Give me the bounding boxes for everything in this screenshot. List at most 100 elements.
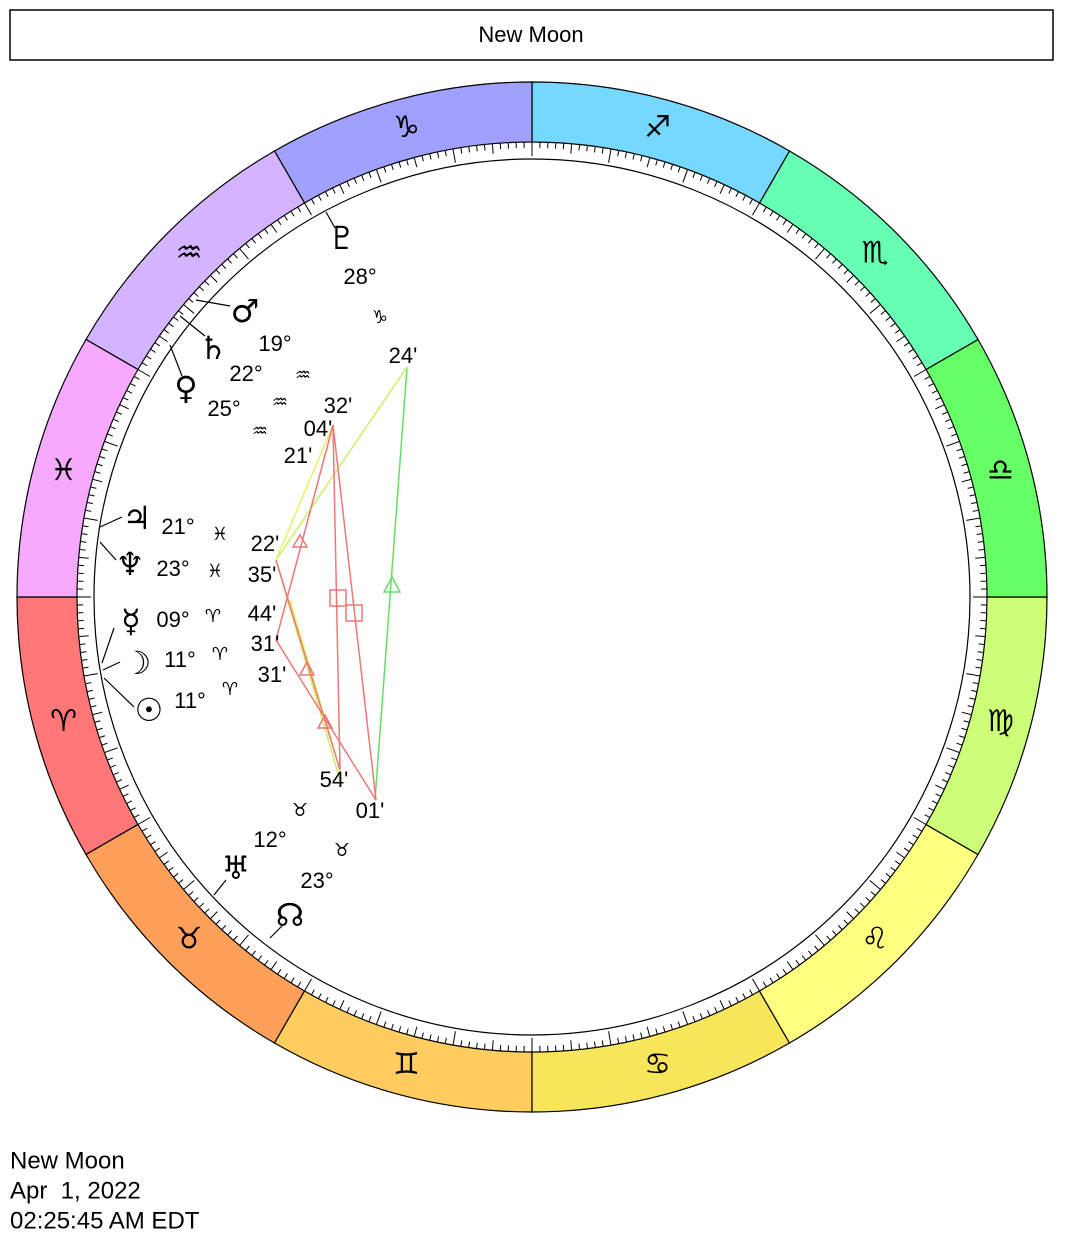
degree-tick: [886, 317, 891, 321]
degree-tick: [609, 1031, 611, 1045]
degree-tick: [860, 287, 864, 291]
degree-tick: [99, 736, 105, 738]
degree-tick: [265, 229, 269, 234]
degree-tick: [142, 828, 147, 831]
degree-tick: [860, 903, 864, 907]
degree-tick: [347, 1007, 349, 1012]
degree-tick: [571, 144, 572, 154]
degree-tick: [123, 794, 128, 797]
degree-tick: [246, 243, 250, 248]
degree-tick: [437, 152, 438, 158]
degree-tick: [430, 154, 431, 160]
degree-tick: [228, 931, 232, 935]
degree-tick: [587, 145, 588, 151]
degree-tick: [79, 644, 85, 645]
degree-tick: [194, 897, 198, 901]
degree-tick: [91, 706, 97, 707]
degree-tick: [120, 785, 129, 789]
degree-tick: [87, 690, 93, 691]
degree-tick: [770, 978, 773, 983]
degree-tick: [969, 698, 975, 699]
degree-tick: [210, 275, 217, 282]
degree-tick: [897, 336, 905, 342]
degree-tick: [291, 978, 294, 983]
degree-tick: [155, 848, 160, 851]
degree-tick: [678, 167, 680, 173]
degree-tick: [333, 188, 336, 193]
degree-tick: [913, 356, 918, 359]
degree-tick: [844, 270, 848, 274]
degree-tick: [291, 211, 294, 216]
degree-tick: [753, 203, 760, 215]
degree-tick: [278, 969, 281, 974]
degree-tick: [641, 156, 642, 162]
degree-tick: [808, 238, 812, 243]
degree-tick: [333, 1001, 336, 1006]
sign-glyph: ♎: [987, 453, 1014, 488]
degree-tick: [783, 969, 786, 974]
degree-tick: [150, 842, 155, 845]
degree-tick: [89, 698, 95, 699]
degree-tick: [376, 1011, 381, 1024]
degree-tick: [966, 674, 980, 676]
degree-tick: [362, 1013, 364, 1019]
degree-tick: [579, 1044, 580, 1050]
degree-tick: [150, 349, 155, 352]
degree-tick: [445, 150, 446, 156]
degree-tick: [83, 667, 89, 668]
degree-tick: [925, 815, 930, 818]
degree-tick: [97, 464, 103, 466]
degree-tick: [113, 772, 119, 774]
title: New Moon: [478, 22, 583, 47]
degree-tick: [430, 1034, 431, 1040]
degree-tick: [84, 674, 98, 676]
degree-tick: [847, 912, 854, 919]
degree-tick: [104, 748, 117, 753]
degree-tick: [971, 690, 977, 691]
degree-tick: [102, 449, 108, 451]
degree-tick: [945, 419, 951, 421]
degree-tick: [183, 305, 194, 314]
degree-tick: [107, 758, 113, 760]
degree-tick: [693, 172, 695, 178]
degree-tick: [946, 441, 959, 446]
degree-tick: [477, 1043, 478, 1049]
degree-tick: [909, 349, 914, 352]
planet-glyph: ☿: [121, 602, 141, 640]
planet-minutes: 04': [304, 416, 333, 441]
sign-glyph: ♊: [393, 1047, 420, 1082]
degree-tick: [164, 330, 169, 334]
degree-tick: [815, 946, 819, 951]
sign-glyph: ♉: [176, 921, 203, 956]
degree-tick: [138, 370, 150, 377]
degree-tick: [391, 164, 393, 170]
degree-tick: [116, 780, 121, 782]
degree-tick: [85, 683, 91, 684]
degree-tick: [311, 990, 314, 995]
degree-tick: [975, 526, 981, 527]
degree-tick: [210, 912, 217, 919]
degree-tick: [369, 1016, 371, 1022]
planet-glyph: ☊: [276, 896, 304, 934]
planet-sign: ♈: [205, 606, 221, 627]
degree-tick: [138, 818, 150, 825]
degree-tick: [194, 293, 198, 297]
degree-tick: [469, 146, 470, 152]
planet-sign: ♓: [212, 524, 228, 545]
degree-tick: [305, 979, 312, 991]
degree-tick: [571, 1040, 572, 1050]
sign-glyph: ♐: [644, 110, 671, 145]
degree-tick: [399, 162, 401, 168]
degree-tick: [189, 892, 194, 896]
degree-tick: [127, 801, 132, 804]
footer-line: 02:25:45 AM EDT: [10, 1207, 200, 1234]
degree-tick: [870, 305, 881, 314]
degree-tick: [130, 383, 135, 386]
degree-tick: [796, 960, 800, 965]
degree-tick: [866, 897, 870, 901]
degree-tick: [928, 383, 933, 386]
planet-minutes: 22': [251, 531, 280, 556]
degree-tick: [979, 644, 985, 645]
degree-tick: [123, 398, 128, 401]
